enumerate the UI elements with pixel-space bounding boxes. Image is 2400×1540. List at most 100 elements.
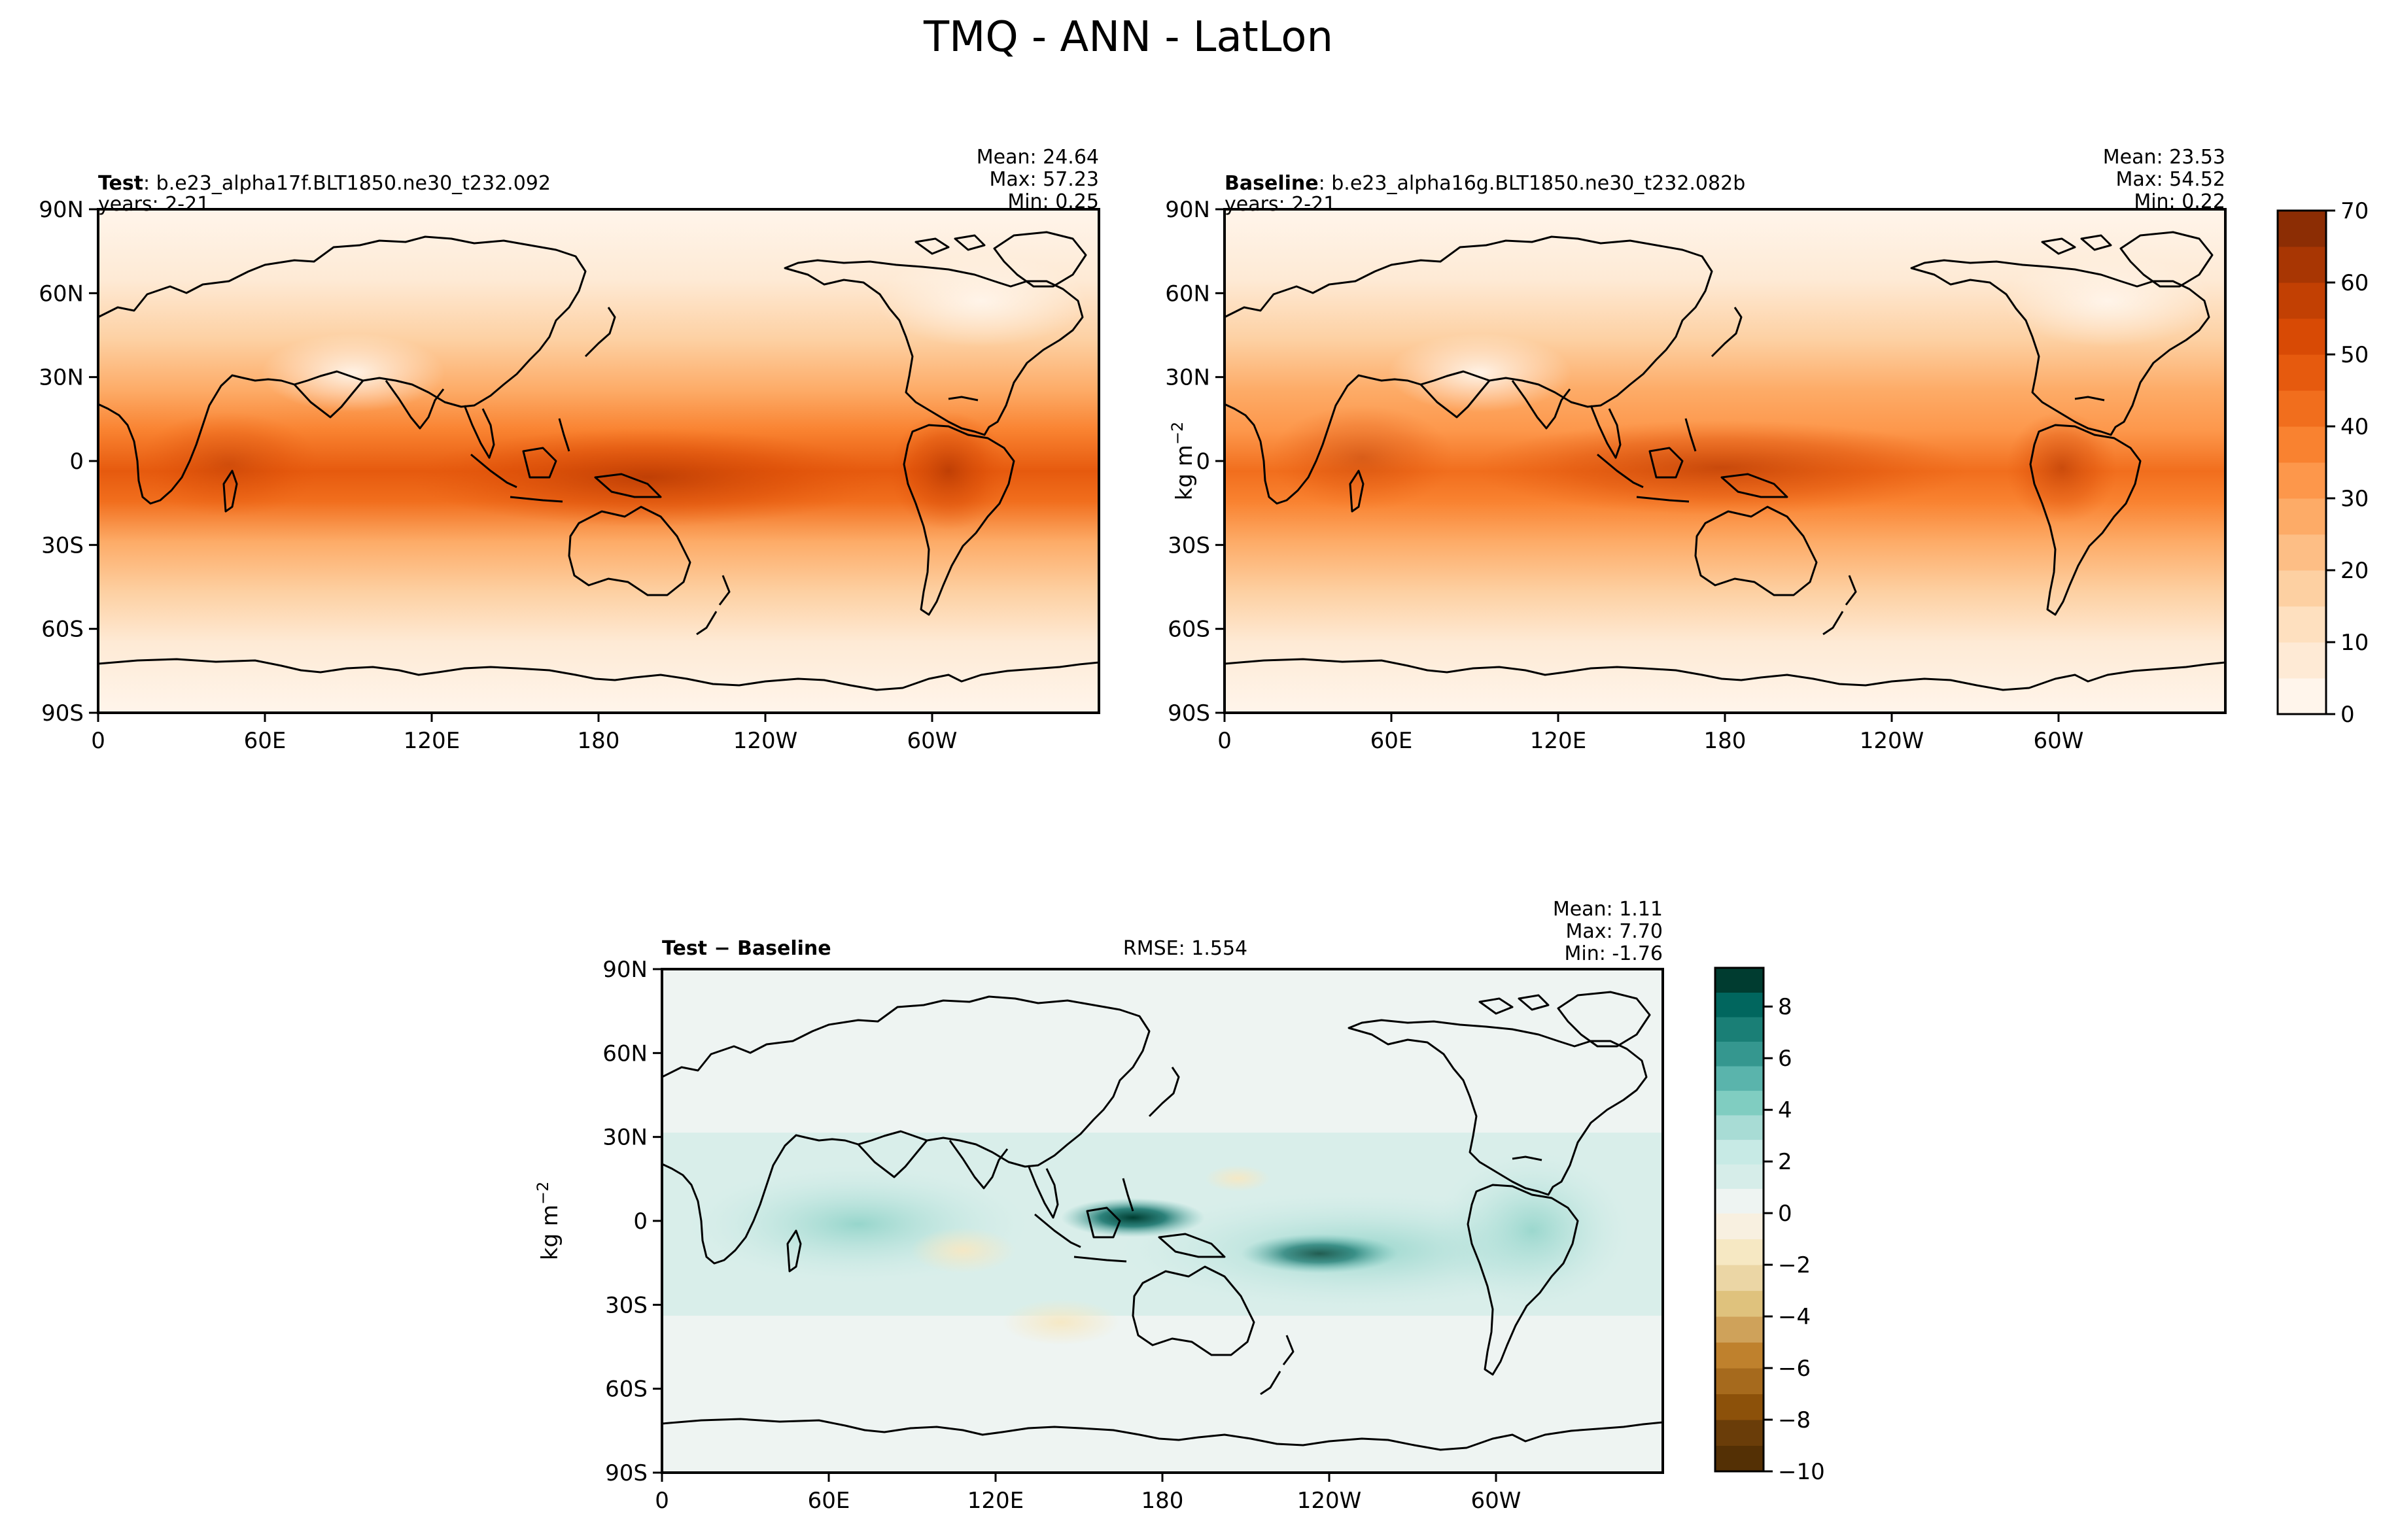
colorbar-bottom-band <box>1715 1115 1764 1140</box>
colorbar-top-band <box>2278 211 2326 247</box>
baseline-ytick-label: 90N <box>1165 197 1210 223</box>
baseline-stats: Mean: 23.53 Max: 54.52 Min: 0.22 <box>2103 146 2225 213</box>
diff-stat-min: Min: -1.76 <box>1565 942 1663 965</box>
panel-test: 0 60E 120E 180 120W 60W 90N 60N 30N 0 30S 60S 90S T… <box>39 146 1100 754</box>
colorbar-bottom: 8 6 4 2 0 −2 −4 −6 −8 −10 <box>1714 967 1825 1485</box>
panel-diff: 0 60E 120E 180 120W 60W 90N 60N 30N 0 30S 60S 90S T… <box>534 898 1664 1514</box>
colorbar-bottom-tick-label: −6 <box>1778 1356 1811 1382</box>
colorbar-top-tick-label: 20 <box>2340 558 2369 584</box>
test-xtick-label: 180 <box>578 728 620 754</box>
colorbar-top-tick-label: 0 <box>2340 702 2355 728</box>
colorbar-top-tick-label: 40 <box>2340 414 2369 440</box>
colorbar-top-band <box>2278 606 2326 643</box>
test-map-field <box>98 209 1099 713</box>
colorbar-bottom-tick-label: −8 <box>1778 1407 1811 1433</box>
colorbar-bottom-band <box>1715 1420 1764 1446</box>
colorbar-bottom-bands <box>1715 968 1764 1472</box>
test-xtick-label: 60W <box>907 728 958 754</box>
baseline-ytick-label: 30S <box>1168 532 1210 558</box>
test-xtick-label: 60E <box>244 728 287 754</box>
baseline-label-rest: : b.e23_alpha16g.BLT1850.ne30_t232.082b <box>1319 172 1746 195</box>
diff-ytick-label: 60S <box>605 1377 648 1403</box>
test-stat-min: Min: 0.25 <box>1007 190 1099 213</box>
colorbar-bottom-tick-label: −2 <box>1778 1252 1811 1278</box>
diff-xtick-label: 60E <box>808 1488 850 1514</box>
baseline-ytick-label: 0 <box>1196 449 1210 475</box>
colorbar-bottom-band <box>1715 1017 1764 1042</box>
diff-ytick-label: 30N <box>602 1125 648 1151</box>
test-ytick-label: 30N <box>39 365 84 391</box>
colorbar-bottom-band <box>1715 992 1764 1018</box>
colorbar-bottom-band <box>1715 1265 1764 1292</box>
colorbar-top-band <box>2278 282 2326 319</box>
baseline-xtick-label: 60E <box>1370 728 1413 754</box>
colorbar-bottom-band <box>1715 1041 1764 1067</box>
baseline-xtick-label: 120W <box>1860 728 1924 754</box>
colorbar-bottom-band <box>1715 1290 1764 1317</box>
colorbar-bottom-band <box>1715 1164 1764 1189</box>
colorbar-top-tick-label: 70 <box>2340 198 2369 224</box>
colorbar-top-band <box>2278 642 2326 679</box>
diff-xtick-label: 0 <box>655 1488 669 1514</box>
colorbar-top-band <box>2278 318 2326 355</box>
baseline-units-label: kg m−2 <box>1168 422 1198 501</box>
colorbar-bottom-band <box>1715 1090 1764 1116</box>
colorbar-top-tick-label: 60 <box>2340 270 2369 296</box>
colorbar-top-band <box>2278 390 2326 427</box>
diff-rmse: RMSE: 1.554 <box>1123 937 1247 960</box>
baseline-yticks: 90N 60N 30N 0 30S 60S 90S <box>1165 197 1225 727</box>
baseline-map-field <box>1225 209 2225 713</box>
colorbar-bottom-band <box>1715 1188 1764 1214</box>
baseline-ytick-label: 60N <box>1165 281 1210 307</box>
baseline-xtick-label: 60W <box>2034 728 2084 754</box>
test-ytick-label: 90N <box>39 197 84 223</box>
test-ytick-label: 60N <box>39 281 84 307</box>
diff-map-field <box>662 969 1663 1473</box>
baseline-stat-mean: Mean: 23.53 <box>2103 146 2225 169</box>
baseline-units-sup: −2 <box>1168 422 1187 445</box>
baseline-ytick-label: 60S <box>1168 617 1210 643</box>
colorbar-bottom-band <box>1715 1066 1764 1091</box>
baseline-units-text: kg m <box>1172 445 1198 500</box>
baseline-xtick-label: 180 <box>1704 728 1747 754</box>
test-label-rest: : b.e23_alpha17f.BLT1850.ne30_t232.092 <box>143 172 551 195</box>
diff-ylabel-text: kg m <box>537 1205 563 1260</box>
colorbar-top-band <box>2278 462 2326 499</box>
colorbar-top-frame <box>2276 209 2327 715</box>
diff-ylabel: kg m−2 <box>534 1182 563 1261</box>
colorbar-bottom-band <box>1715 1213 1764 1240</box>
test-xtick-label: 120E <box>404 728 460 754</box>
diff-ytick-label: 30S <box>605 1292 648 1318</box>
colorbar-bottom-band <box>1715 1316 1764 1343</box>
colorbar-top-band <box>2278 570 2326 607</box>
colorbar-bottom-tick-label: 4 <box>1778 1097 1792 1123</box>
colorbar-bottom-tick-label: −10 <box>1778 1459 1825 1485</box>
colorbar-top-band <box>2278 498 2326 535</box>
panel-baseline: 0 60E 120E 180 120W 60W 90N 60N 30N 0 30S 60S 90S B… <box>1165 146 2227 754</box>
colorbar-top-band <box>2278 534 2326 571</box>
diff-ylabel-sup: −2 <box>534 1182 552 1205</box>
colorbar-top-band <box>2278 678 2326 715</box>
test-stat-mean: Mean: 24.64 <box>977 146 1099 169</box>
colorbar-top-tick-label: 50 <box>2340 342 2369 368</box>
colorbar-bottom-band <box>1715 1445 1764 1472</box>
colorbar-top-tick-label: 30 <box>2340 486 2369 512</box>
figure-title: TMQ - ANN - LatLon <box>923 13 1333 61</box>
colorbar-top-band <box>2278 247 2326 283</box>
test-xtick-label: 120W <box>733 728 798 754</box>
baseline-label: Baseline: b.e23_alpha16g.BLT1850.ne30_t2… <box>1225 172 1745 195</box>
baseline-ytick-label: 90S <box>1168 700 1210 727</box>
test-stat-max: Max: 57.23 <box>989 168 1099 191</box>
colorbar-bottom-band <box>1715 1139 1764 1165</box>
colorbar-top: 0 10 20 30 40 50 60 70 <box>2276 198 2369 728</box>
diff-yticks: 90N 60N 30N 0 30S 60S 90S <box>602 957 662 1486</box>
colorbar-bottom-tick-label: 8 <box>1778 994 1792 1020</box>
test-stats: Mean: 24.64 Max: 57.23 Min: 0.25 <box>977 146 1099 213</box>
colorbar-bottom-tick-label: −4 <box>1778 1304 1811 1330</box>
colorbar-bottom-tick-label: 2 <box>1778 1149 1792 1175</box>
colorbar-bottom-band <box>1715 1394 1764 1420</box>
diff-stats: Mean: 1.11 Max: 7.70 Min: -1.76 <box>1553 898 1663 965</box>
baseline-xtick-label: 120E <box>1530 728 1586 754</box>
colorbar-bottom-band <box>1715 968 1764 993</box>
